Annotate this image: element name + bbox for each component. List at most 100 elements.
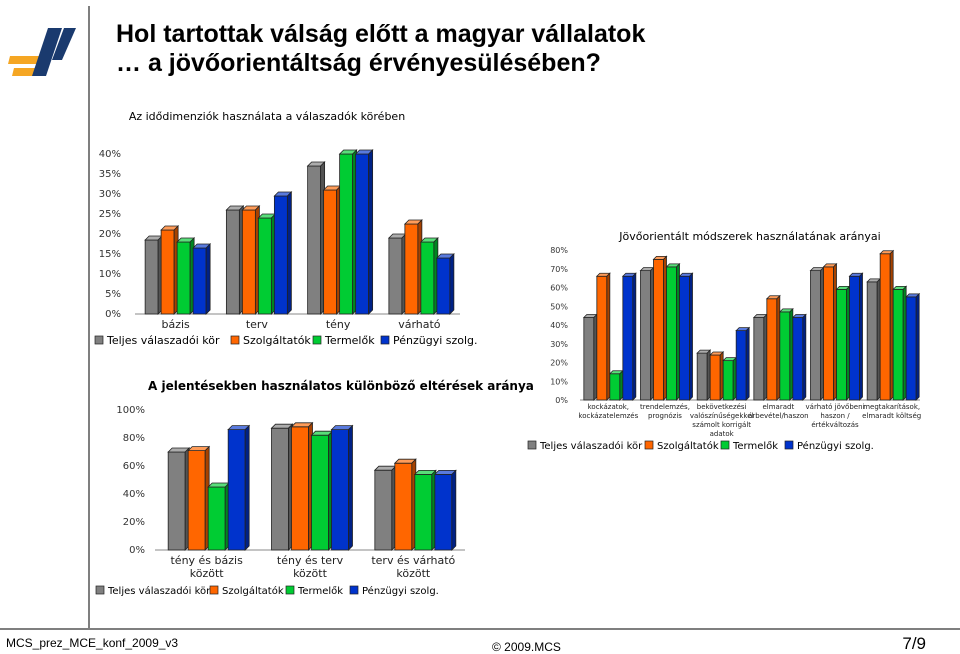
y-tick-label: 15% — [99, 249, 121, 260]
slide-title: Hol tartottak válság előtt a magyar váll… — [116, 20, 916, 78]
bar — [160, 225, 180, 315]
y-tick-label: 0% — [105, 309, 121, 320]
bar — [192, 243, 212, 315]
bar — [652, 255, 668, 401]
bar — [290, 421, 314, 551]
bar — [207, 482, 231, 551]
bar — [879, 249, 895, 401]
bar — [387, 233, 407, 315]
chart-title: Az idődimenziók használata a válaszadók … — [129, 110, 405, 123]
bar — [709, 351, 725, 401]
chart-future-methods: Jövőorientált módszerek használatának ar… — [510, 218, 960, 458]
x-tick-label: tény és bázis között — [170, 554, 243, 580]
bar — [257, 213, 277, 315]
x-tick-label: kockázatok, kockázatelemzés — [578, 403, 638, 420]
legend-label: Pénzügyi szolg. — [362, 585, 439, 597]
bar — [809, 266, 825, 401]
bar — [419, 237, 439, 315]
legend-item: Teljes válaszadói kör — [94, 334, 220, 347]
legend-item: Termelők — [720, 440, 778, 452]
bar — [403, 219, 423, 315]
legend-item: Termelők — [312, 334, 375, 347]
x-tick-label: bázis — [161, 318, 190, 331]
x-tick-label: elmaradt árbevétel/haszon — [748, 403, 809, 420]
x-tick-label: terv — [246, 318, 269, 331]
bar — [722, 356, 738, 401]
bar — [696, 349, 712, 401]
x-tick-label: trendelemzés, prognózis — [640, 403, 690, 420]
y-tick-label: 40% — [123, 489, 145, 500]
x-tick-label: várható — [398, 318, 441, 331]
legend-item: Teljes válaszadói kör — [95, 585, 211, 597]
y-tick-label: 20% — [99, 229, 121, 240]
footer-divider — [0, 628, 960, 630]
chart-time-dimensions-svg: Az idődimenziók használata a válaszadók … — [94, 110, 478, 347]
bar — [835, 285, 851, 401]
mcs-logo — [4, 20, 80, 80]
legend-label: Termelők — [732, 440, 778, 452]
y-tick-label: 5% — [105, 289, 121, 300]
y-tick-label: 80% — [550, 246, 568, 255]
bar — [595, 272, 611, 401]
bar — [187, 445, 211, 551]
bar — [735, 326, 751, 401]
bar — [144, 235, 164, 315]
bar — [393, 458, 417, 551]
bar — [413, 469, 437, 551]
y-tick-label: 0% — [129, 545, 145, 556]
legend-item: Szolgáltatók — [644, 440, 719, 452]
y-tick-label: 20% — [123, 517, 145, 528]
bar — [225, 205, 245, 315]
legend-item: Teljes válaszadói kör — [527, 440, 643, 452]
x-tick-label: tény — [326, 318, 351, 331]
bar — [905, 292, 921, 401]
legend-item: Szolgáltatók — [230, 334, 311, 347]
y-tick-label: 25% — [99, 209, 121, 220]
legend-item: Termelők — [285, 585, 343, 597]
bar — [621, 272, 637, 401]
bar — [338, 149, 358, 315]
legend-label: Termelők — [324, 334, 375, 347]
bar — [176, 237, 196, 315]
legend-item: Szolgáltatók — [209, 585, 284, 597]
logo-mark — [8, 28, 76, 76]
x-tick-label: megtakarítások, elmaradt költség — [862, 403, 921, 420]
legend-item: Pénzügyi szolg. — [349, 585, 439, 597]
bar — [608, 369, 624, 401]
bar — [665, 262, 681, 401]
footer-copyright: © 2009.MCS — [492, 640, 561, 654]
bar — [765, 294, 781, 401]
legend-label: Teljes válaszadói kör — [107, 585, 211, 597]
legend-label: Pénzügyi szolg. — [393, 334, 478, 347]
y-tick-label: 10% — [550, 377, 568, 386]
vertical-divider — [88, 6, 90, 630]
bar — [892, 285, 908, 401]
bar — [639, 266, 655, 401]
y-tick-label: 80% — [123, 433, 145, 444]
bar — [433, 469, 457, 551]
chart-future-methods-svg: Jövőorientált módszerek használatának ar… — [527, 230, 921, 452]
bar — [678, 272, 694, 401]
bar — [373, 465, 397, 551]
bar — [435, 253, 455, 315]
y-tick-label: 40% — [99, 149, 121, 160]
bar — [752, 313, 768, 401]
y-tick-label: 60% — [123, 461, 145, 472]
title-line-2: … a jövőorientáltság érvényesülésében? — [116, 49, 601, 77]
bar — [306, 161, 326, 315]
chart-time-dimensions: Az idődimenziók használata a válaszadók … — [90, 100, 480, 350]
y-tick-label: 30% — [99, 189, 121, 200]
x-tick-label: terv és várható között — [371, 554, 455, 580]
y-tick-label: 30% — [550, 340, 568, 349]
bar — [167, 447, 191, 551]
legend-label: Teljes válaszadói kör — [539, 440, 643, 452]
y-tick-label: 35% — [99, 169, 121, 180]
legend-item: Pénzügyi szolg. — [784, 440, 874, 452]
footer-page-number: 7/9 — [902, 634, 926, 653]
footer-filename: MCS_prez_MCE_konf_2009_v3 — [6, 636, 179, 650]
bar — [582, 313, 598, 401]
chart-report-deviations: A jelentésekben használatos különböző el… — [90, 372, 534, 598]
y-tick-label: 100% — [116, 405, 145, 416]
bar — [778, 307, 794, 401]
y-tick-label: 40% — [550, 321, 568, 330]
